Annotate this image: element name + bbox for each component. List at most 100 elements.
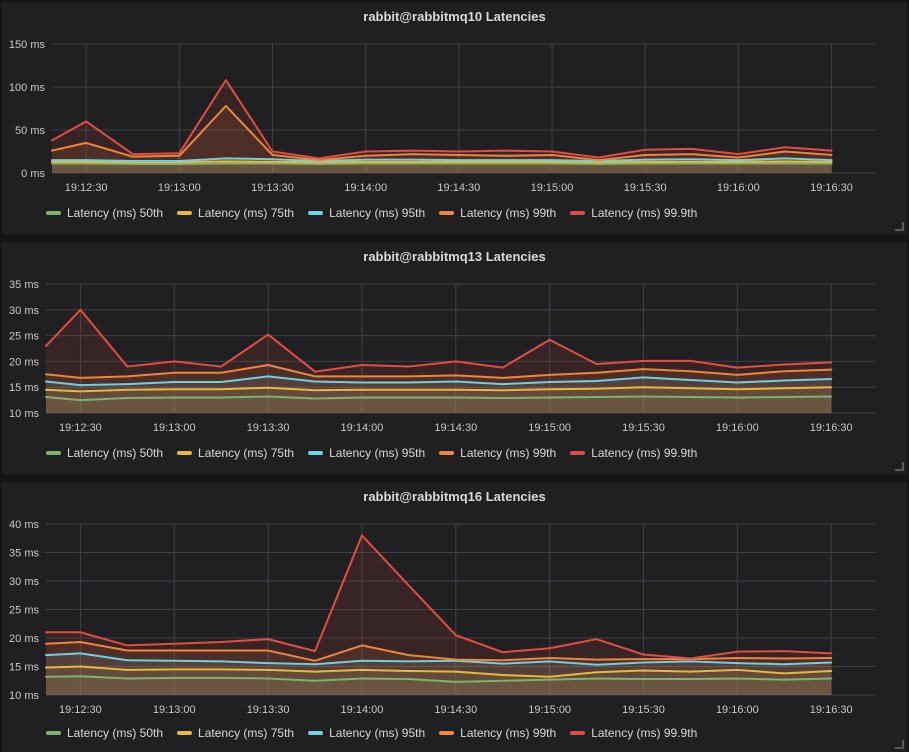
legend-item-latency-ms-75th[interactable]: Latency (ms) 75th bbox=[177, 206, 294, 220]
y-tick-label: 25 ms bbox=[9, 331, 39, 343]
series-line-latency-ms-95th bbox=[45, 652, 833, 666]
series-line-latency-ms-95th bbox=[51, 157, 833, 162]
series-line-latency-ms-95th bbox=[45, 375, 833, 387]
x-tick-label: 19:16:00 bbox=[717, 182, 760, 194]
legend-label: Latency (ms) 99.9th bbox=[591, 446, 698, 460]
y-axis-labels: 0 ms 50 ms 100 ms 150 ms bbox=[9, 39, 46, 180]
legend-item-latency-ms-75th[interactable]: Latency (ms) 75th bbox=[177, 726, 294, 740]
x-axis-labels: 19:12:30 19:13:00 19:13:30 19:14:00 19:14:30… bbox=[59, 704, 853, 716]
x-tick-label: 19:14:00 bbox=[344, 182, 387, 194]
resize-handle-icon[interactable] bbox=[895, 740, 904, 749]
x-tick-label: 19:14:30 bbox=[437, 182, 480, 194]
x-tick-label: 19:15:00 bbox=[531, 182, 574, 194]
legend-swatch-icon bbox=[177, 211, 193, 215]
grid bbox=[52, 43, 875, 174]
legend-label: Latency (ms) 99th bbox=[460, 446, 557, 460]
series-line-latency-ms-99th bbox=[45, 640, 833, 662]
panel-rabbitmq10-latencies: rabbit@rabbitmq10 Latencies 0 ms 50 ms 100… bbox=[2, 2, 907, 234]
x-tick-label: 19:16:00 bbox=[716, 422, 759, 434]
resize-handle-icon[interactable] bbox=[895, 222, 904, 231]
series-line-latency-ms-99th bbox=[45, 364, 833, 379]
resize-handle-icon[interactable] bbox=[895, 462, 904, 471]
x-tick-label: 19:13:30 bbox=[247, 422, 290, 434]
legend-label: Latency (ms) 50th bbox=[67, 206, 164, 220]
legend-item-latency-ms-50th[interactable]: Latency (ms) 50th bbox=[46, 726, 163, 740]
y-tick-label: 40 ms bbox=[9, 519, 39, 531]
panel-title[interactable]: rabbit@rabbitmq16 Latencies bbox=[363, 489, 546, 504]
legend-item-latency-ms-99th[interactable]: Latency (ms) 99th bbox=[439, 446, 556, 460]
series-line-latency-ms-75th bbox=[45, 386, 833, 393]
legend-swatch-icon bbox=[177, 731, 193, 735]
x-tick-label: 19:12:30 bbox=[59, 704, 102, 716]
legend-swatch-icon bbox=[570, 731, 586, 735]
panel-title[interactable]: rabbit@rabbitmq10 Latencies bbox=[363, 9, 546, 24]
legend-swatch-icon bbox=[439, 451, 455, 455]
panel-title[interactable]: rabbit@rabbitmq13 Latencies bbox=[363, 249, 546, 264]
legend-item-latency-ms-50th[interactable]: Latency (ms) 50th bbox=[46, 446, 163, 460]
legend-swatch-icon bbox=[308, 731, 324, 735]
legend-swatch-icon bbox=[570, 211, 586, 215]
y-tick-label: 35 ms bbox=[9, 279, 39, 291]
y-tick-label: 100 ms bbox=[9, 82, 46, 94]
y-tick-label: 0 ms bbox=[21, 168, 45, 180]
legend-swatch-icon bbox=[46, 451, 61, 455]
series-line-latency-ms-99th bbox=[51, 104, 833, 162]
legend-swatch-icon bbox=[308, 451, 324, 455]
x-tick-label: 19:15:00 bbox=[528, 422, 571, 434]
legend-label: Latency (ms) 99th bbox=[460, 206, 557, 220]
y-tick-label: 30 ms bbox=[9, 305, 39, 317]
legend-item-latency-ms-99th[interactable]: Latency (ms) 99th bbox=[439, 206, 556, 220]
legend-label: Latency (ms) 95th bbox=[329, 446, 426, 460]
legend-label: Latency (ms) 50th bbox=[67, 446, 164, 460]
y-tick-label: 50 ms bbox=[15, 125, 45, 137]
grid bbox=[46, 283, 875, 414]
y-axis-labels: 10 ms 15 ms 20 ms 25 ms 30 ms 35 ms 40 ms bbox=[9, 519, 39, 702]
legend-label: Latency (ms) 99.9th bbox=[591, 206, 698, 220]
y-tick-label: 30 ms bbox=[9, 576, 39, 588]
series-line-latency-ms-50th bbox=[45, 675, 833, 683]
legend-item-latency-ms-95th[interactable]: Latency (ms) 95th bbox=[308, 726, 425, 740]
latency-chart-rabbitmq16[interactable]: 10 ms 15 ms 20 ms 25 ms 30 ms 35 ms 40 ms 19:12… bbox=[2, 482, 907, 722]
series-line-latency-ms-99.9th bbox=[51, 79, 833, 160]
x-tick-label: 19:12:30 bbox=[65, 182, 108, 194]
x-tick-label: 19:13:00 bbox=[153, 422, 196, 434]
series-line-latency-ms-50th bbox=[45, 395, 833, 402]
x-tick-label: 19:15:00 bbox=[528, 704, 571, 716]
legend-item-latency-ms-95th[interactable]: Latency (ms) 95th bbox=[308, 446, 425, 460]
legend-item-latency-ms-99th[interactable]: Latency (ms) 99th bbox=[439, 726, 556, 740]
legend: Latency (ms) 50th Latency (ms) 75th Latenc… bbox=[46, 446, 711, 460]
x-axis-labels: 19:12:30 19:13:00 19:13:30 19:14:00 19:14:30… bbox=[59, 422, 853, 434]
legend-item-latency-ms-99.9th[interactable]: Latency (ms) 99.9th bbox=[570, 446, 697, 460]
x-tick-label: 19:16:00 bbox=[716, 704, 759, 716]
y-tick-label: 15 ms bbox=[9, 662, 39, 674]
x-tick-label: 19:13:30 bbox=[247, 704, 290, 716]
y-tick-label: 35 ms bbox=[9, 548, 39, 560]
x-axis-labels: 19:12:30 19:13:00 19:13:30 19:14:00 19:14:30… bbox=[65, 182, 853, 194]
legend-item-latency-ms-75th[interactable]: Latency (ms) 75th bbox=[177, 446, 294, 460]
x-tick-label: 19:16:30 bbox=[810, 704, 853, 716]
panel-rabbitmq16-latencies: rabbit@rabbitmq16 Latencies 10 ms 15 ms 20… bbox=[2, 482, 907, 752]
x-tick-label: 19:14:30 bbox=[434, 704, 477, 716]
x-tick-label: 19:13:00 bbox=[158, 182, 201, 194]
y-tick-label: 10 ms bbox=[9, 690, 39, 702]
series-line-latency-ms-75th bbox=[45, 665, 833, 678]
panel-rabbitmq13-latencies: rabbit@rabbitmq13 Latencies 10 ms 15 ms 20… bbox=[2, 242, 907, 474]
legend-label: Latency (ms) 75th bbox=[198, 206, 295, 220]
legend: Latency (ms) 50th Latency (ms) 75th Latenc… bbox=[46, 206, 711, 220]
legend-item-latency-ms-95th[interactable]: Latency (ms) 95th bbox=[308, 206, 425, 220]
legend-item-latency-ms-99.9th[interactable]: Latency (ms) 99.9th bbox=[570, 206, 697, 220]
y-tick-label: 15 ms bbox=[9, 382, 39, 394]
x-tick-label: 19:12:30 bbox=[59, 422, 102, 434]
legend-swatch-icon bbox=[46, 731, 61, 735]
x-tick-label: 19:14:00 bbox=[341, 704, 384, 716]
legend-swatch-icon bbox=[46, 211, 61, 215]
legend-item-latency-ms-50th[interactable]: Latency (ms) 50th bbox=[46, 206, 163, 220]
legend-item-latency-ms-99.9th[interactable]: Latency (ms) 99.9th bbox=[570, 726, 697, 740]
legend-swatch-icon bbox=[177, 451, 193, 455]
legend-label: Latency (ms) 99th bbox=[460, 726, 557, 740]
series-line-latency-ms-99.9th bbox=[45, 534, 833, 660]
legend: Latency (ms) 50th Latency (ms) 75th Latenc… bbox=[46, 726, 711, 740]
x-tick-label: 19:14:00 bbox=[341, 422, 384, 434]
